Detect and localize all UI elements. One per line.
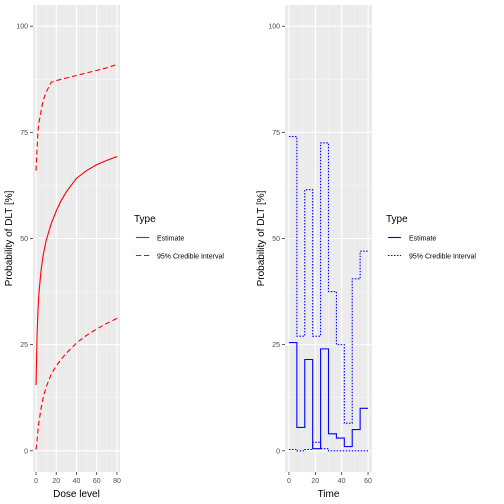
x-tick-labels-left: 0 20 40 60 80 [34,472,121,485]
y-tick-label: 50 [272,236,280,243]
legend-key-box [134,247,151,264]
series-line-estimate [35,156,118,385]
legend-title-right: Type [386,214,408,225]
legend-label-estimate-right: Estimate [409,236,436,243]
y-tick-label: 75 [20,130,28,137]
y-axis-title-right: Probability of DLT [%] [256,190,267,286]
x-tick-label: 0 [34,478,38,485]
series-line-interval [35,317,118,450]
legend-left: Type Estimate 95% Credible Interval [134,214,224,264]
y-tick-labels-right: 0 25 50 75 100 [268,24,285,455]
x-tick-label: 60 [93,478,101,485]
x-tick-label: 20 [311,478,319,485]
y-tick-labels-left: 0 25 50 75 100 [16,24,33,455]
chart-left: 0 25 50 75 100 0 20 40 60 80 Dose level Probabil… [4,5,121,500]
y-tick-label: 0 [24,448,28,455]
legend-label-estimate-left: Estimate [157,236,184,243]
series-line-estimate [288,341,369,450]
y-tick-label: 0 [276,448,280,455]
x-tick-label: 60 [364,478,372,485]
y-axis-title-left: Probability of DLT [%] [4,190,15,286]
series-line-interval [35,63,118,171]
y-tick-label: 100 [16,24,28,31]
legend-title-left: Type [134,214,156,225]
legend-label-interval-left: 95% Credible Interval [157,254,224,261]
x-tick-labels-right: 0 20 40 60 [287,472,372,485]
y-tick-label: 25 [272,342,280,349]
x-tick-label: 40 [338,478,346,485]
chart-right: 0 25 50 75 100 0 20 40 60 Time Probability of D… [256,5,372,500]
legend-right: Type Estimate 95% Credible Interval [386,214,476,264]
series-left [35,63,118,450]
series-line-interval [288,441,369,452]
legend-label-interval-right: 95% Credible Interval [409,254,476,261]
y-tick-label: 50 [20,236,28,243]
grid-left [33,5,120,472]
x-tick-label: 20 [52,478,60,485]
legend-keys-right [386,229,403,264]
x-tick-label: 80 [113,478,121,485]
series-right [288,136,369,452]
x-tick-label: 40 [73,478,81,485]
x-axis-title-right: Time [318,489,340,500]
y-tick-label: 100 [268,24,280,31]
y-tick-label: 25 [20,342,28,349]
x-tick-label: 0 [287,478,291,485]
legend-keys-left [134,229,151,264]
x-axis-title-left: Dose level [53,489,100,500]
series-line-interval [288,136,369,424]
y-tick-label: 75 [272,130,280,137]
